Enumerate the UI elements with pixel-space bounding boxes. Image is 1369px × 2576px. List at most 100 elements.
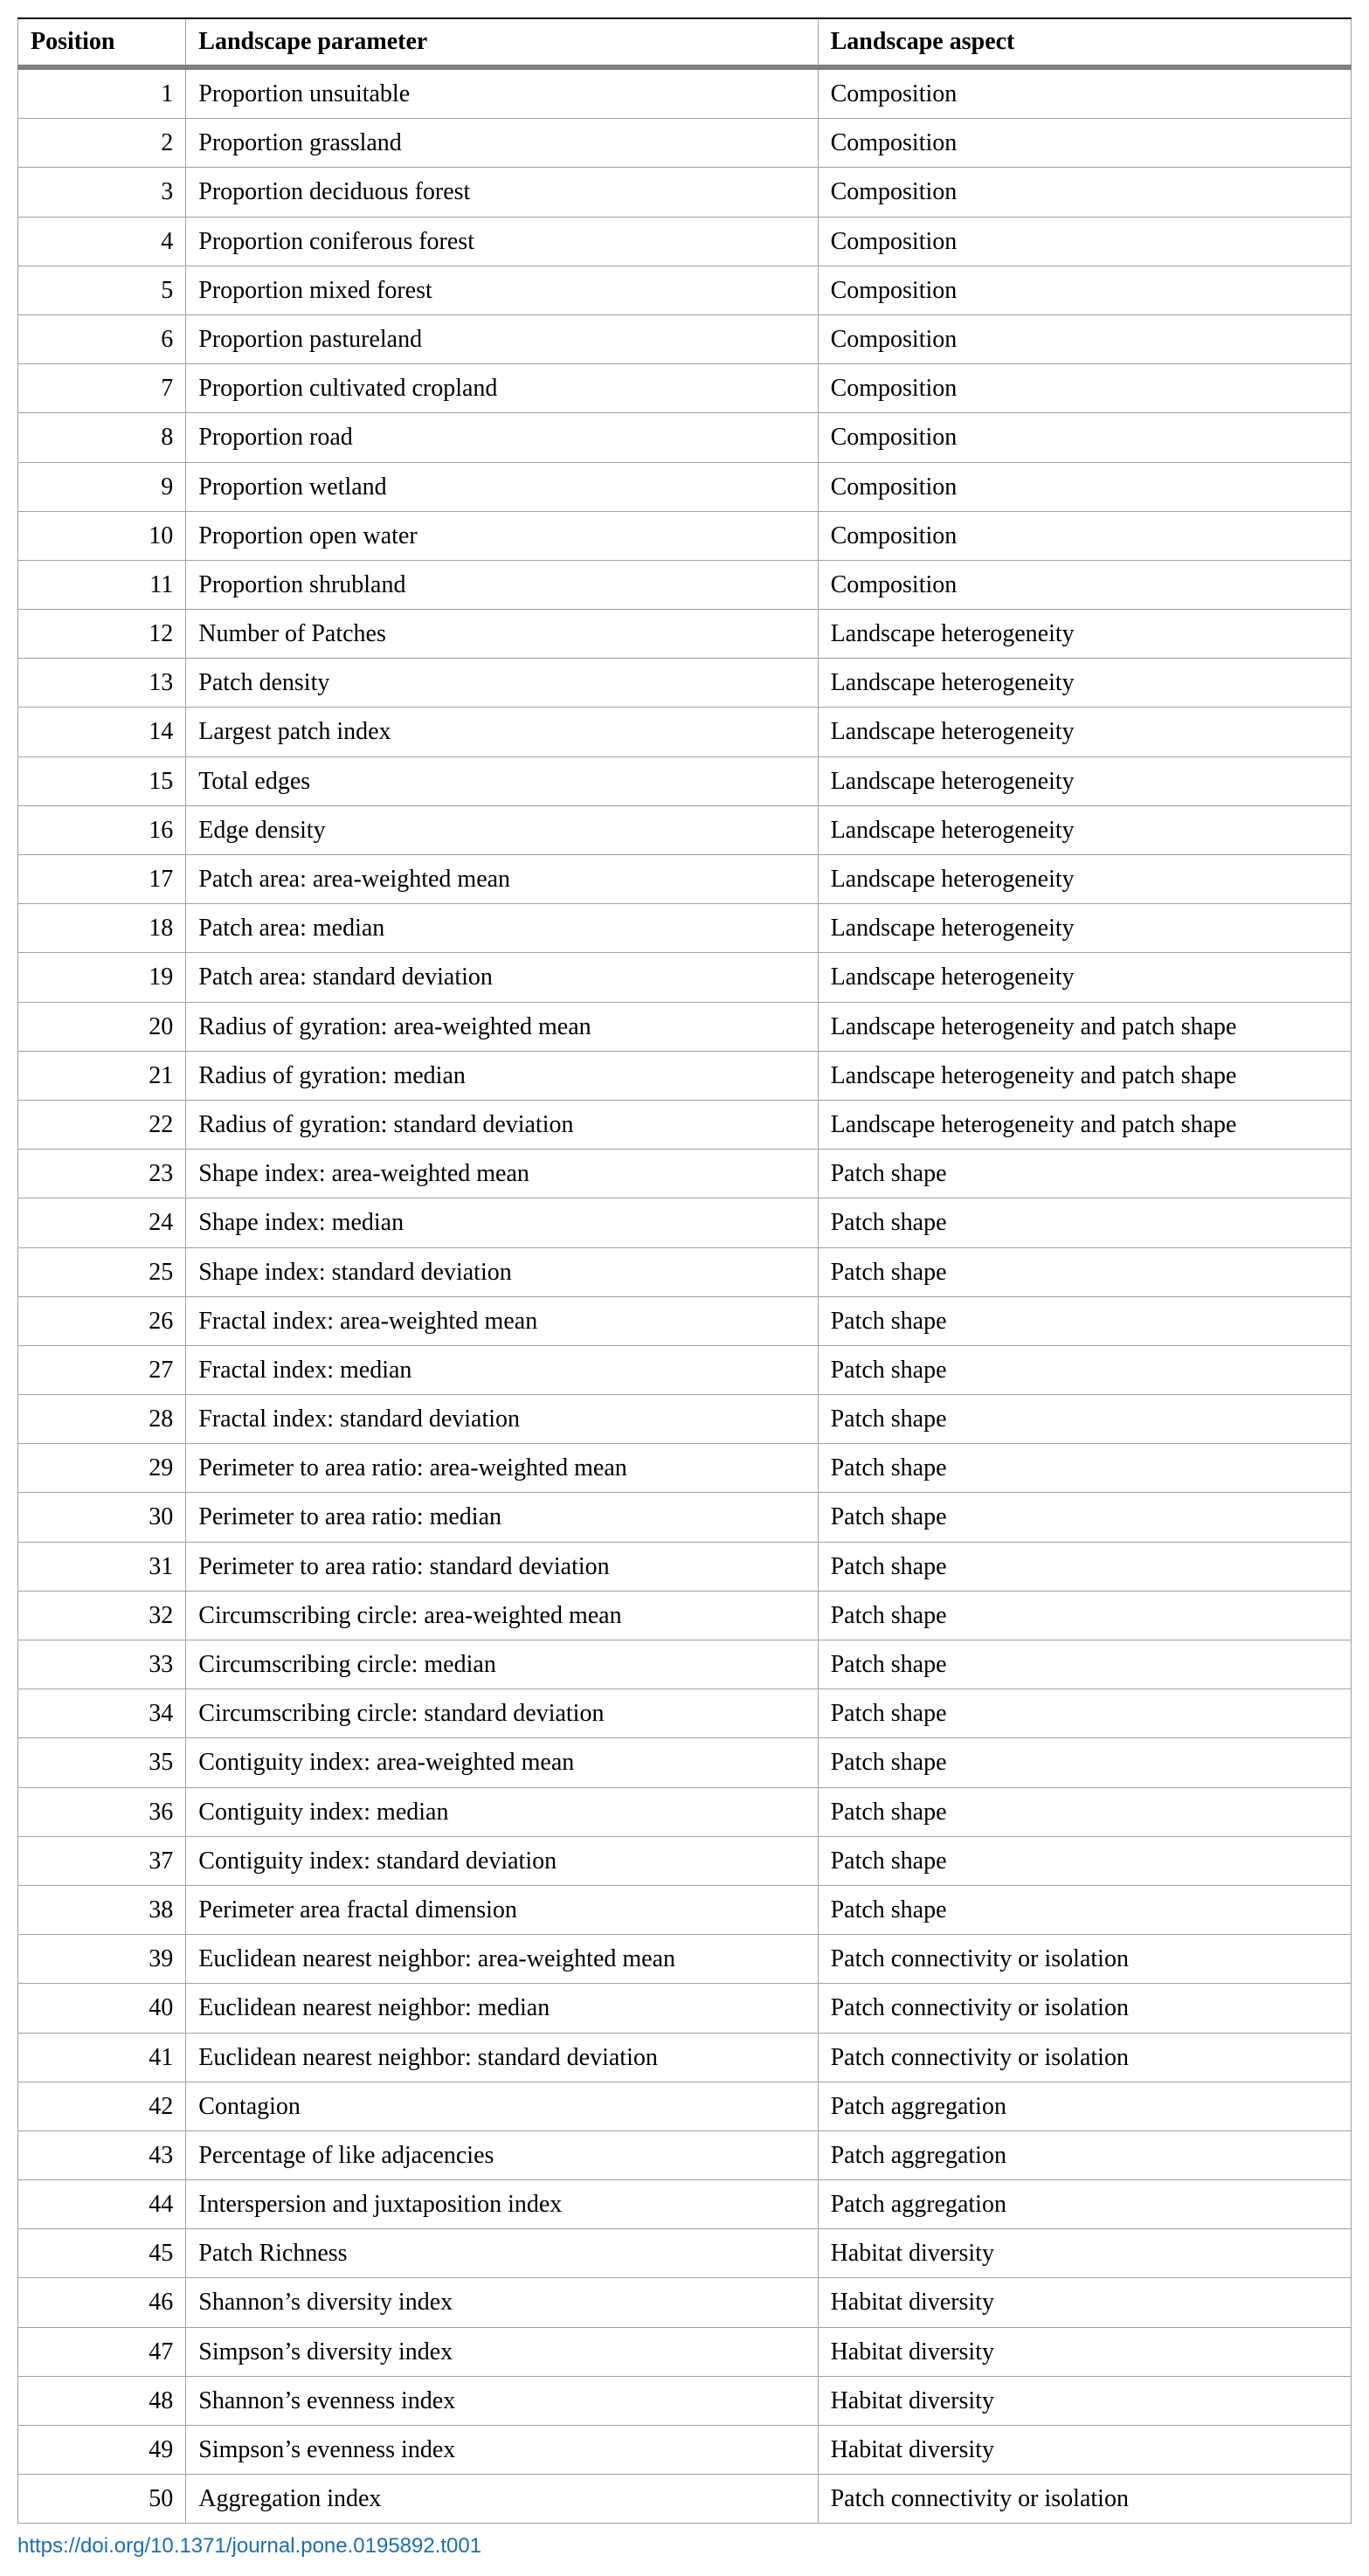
table-row: 19Patch area: standard deviationLandscap… bbox=[18, 953, 1352, 1002]
cell-parameter: Shape index: standard deviation bbox=[186, 1247, 818, 1296]
cell-aspect: Habitat diversity bbox=[818, 2376, 1351, 2425]
cell-parameter: Patch area: median bbox=[186, 904, 818, 953]
cell-aspect: Patch connectivity or isolation bbox=[818, 1935, 1351, 1984]
cell-aspect: Composition bbox=[818, 168, 1351, 217]
cell-position: 37 bbox=[18, 1836, 186, 1885]
cell-parameter: Shannon’s evenness index bbox=[186, 2376, 818, 2425]
doi-link[interactable]: https://doi.org/10.1371/journal.pone.019… bbox=[17, 2534, 481, 2559]
cell-parameter: Perimeter area fractal dimension bbox=[186, 1885, 818, 1934]
table-row: 25Shape index: standard deviationPatch s… bbox=[18, 1247, 1352, 1296]
cell-aspect: Composition bbox=[818, 119, 1351, 168]
cell-parameter: Aggregation index bbox=[186, 2475, 818, 2524]
cell-position: 40 bbox=[18, 1984, 186, 2033]
cell-aspect: Composition bbox=[818, 511, 1351, 560]
cell-position: 20 bbox=[18, 1002, 186, 1051]
cell-parameter: Circumscribing circle: median bbox=[186, 1640, 818, 1689]
cell-position: 2 bbox=[18, 119, 186, 168]
cell-parameter: Euclidean nearest neighbor: area-weighte… bbox=[186, 1935, 818, 1984]
cell-position: 47 bbox=[18, 2327, 186, 2376]
cell-aspect: Patch shape bbox=[818, 1493, 1351, 1542]
cell-parameter: Shannon’s diversity index bbox=[186, 2278, 818, 2327]
cell-position: 38 bbox=[18, 1885, 186, 1934]
cell-position: 9 bbox=[18, 462, 186, 511]
table-row: 16Edge densityLandscape heterogeneity bbox=[18, 805, 1352, 854]
table-row: 1Proportion unsuitableComposition bbox=[18, 67, 1352, 119]
table-row: 10Proportion open waterComposition bbox=[18, 511, 1352, 560]
table-row: 14Largest patch indexLandscape heterogen… bbox=[18, 708, 1352, 756]
cell-parameter: Simpson’s evenness index bbox=[186, 2426, 818, 2475]
cell-position: 28 bbox=[18, 1395, 186, 1444]
cell-aspect: Landscape heterogeneity bbox=[818, 904, 1351, 953]
cell-position: 1 bbox=[18, 67, 186, 119]
cell-aspect: Landscape heterogeneity bbox=[818, 953, 1351, 1002]
cell-parameter: Proportion open water bbox=[186, 511, 818, 560]
cell-aspect: Patch aggregation bbox=[818, 2131, 1351, 2179]
cell-position: 45 bbox=[18, 2229, 186, 2278]
cell-aspect: Composition bbox=[818, 314, 1351, 363]
cell-aspect: Patch shape bbox=[818, 1640, 1351, 1689]
cell-position: 15 bbox=[18, 756, 186, 805]
cell-parameter: Proportion grassland bbox=[186, 119, 818, 168]
cell-position: 23 bbox=[18, 1150, 186, 1198]
table-row: 8Proportion roadComposition bbox=[18, 413, 1352, 462]
cell-aspect: Patch shape bbox=[818, 1689, 1351, 1738]
cell-position: 35 bbox=[18, 1738, 186, 1787]
cell-position: 16 bbox=[18, 805, 186, 854]
cell-aspect: Patch connectivity or isolation bbox=[818, 1984, 1351, 2033]
cell-position: 39 bbox=[18, 1935, 186, 1984]
cell-position: 36 bbox=[18, 1787, 186, 1836]
table-row: 4Proportion coniferous forestComposition bbox=[18, 217, 1352, 266]
cell-position: 8 bbox=[18, 413, 186, 462]
cell-parameter: Contiguity index: standard deviation bbox=[186, 1836, 818, 1885]
cell-aspect: Patch shape bbox=[818, 1247, 1351, 1296]
table-row: 24Shape index: medianPatch shape bbox=[18, 1198, 1352, 1247]
cell-position: 29 bbox=[18, 1444, 186, 1493]
cell-position: 26 bbox=[18, 1296, 186, 1345]
cell-aspect: Patch connectivity or isolation bbox=[818, 2033, 1351, 2082]
cell-parameter: Total edges bbox=[186, 756, 818, 805]
cell-aspect: Landscape heterogeneity bbox=[818, 855, 1351, 904]
table-row: 48Shannon’s evenness indexHabitat divers… bbox=[18, 2376, 1352, 2425]
table-row: 31Perimeter to area ratio: standard devi… bbox=[18, 1542, 1352, 1591]
cell-parameter: Fractal index: standard deviation bbox=[186, 1395, 818, 1444]
cell-parameter: Simpson’s diversity index bbox=[186, 2327, 818, 2376]
cell-parameter: Proportion coniferous forest bbox=[186, 217, 818, 266]
table-row: 39Euclidean nearest neighbor: area-weigh… bbox=[18, 1935, 1352, 1984]
cell-aspect: Landscape heterogeneity and patch shape bbox=[818, 1100, 1351, 1149]
table-row: 12Number of PatchesLandscape heterogenei… bbox=[18, 610, 1352, 659]
cell-parameter: Patch area: standard deviation bbox=[186, 953, 818, 1002]
cell-aspect: Patch aggregation bbox=[818, 2180, 1351, 2229]
cell-aspect: Patch shape bbox=[818, 1738, 1351, 1787]
cell-position: 14 bbox=[18, 708, 186, 756]
cell-position: 4 bbox=[18, 217, 186, 266]
cell-position: 21 bbox=[18, 1051, 186, 1100]
table-row: 7Proportion cultivated croplandCompositi… bbox=[18, 364, 1352, 413]
cell-aspect: Landscape heterogeneity bbox=[818, 756, 1351, 805]
cell-aspect: Patch shape bbox=[818, 1345, 1351, 1394]
cell-parameter: Proportion deciduous forest bbox=[186, 168, 818, 217]
cell-position: 33 bbox=[18, 1640, 186, 1689]
table-row: 38Perimeter area fractal dimensionPatch … bbox=[18, 1885, 1352, 1934]
table-row: 49Simpson’s evenness indexHabitat divers… bbox=[18, 2426, 1352, 2475]
table-row: 36Contiguity index: medianPatch shape bbox=[18, 1787, 1352, 1836]
cell-parameter: Interspersion and juxtaposition index bbox=[186, 2180, 818, 2229]
table-row: 28Fractal index: standard deviationPatch… bbox=[18, 1395, 1352, 1444]
cell-position: 22 bbox=[18, 1100, 186, 1149]
cell-position: 27 bbox=[18, 1345, 186, 1394]
cell-aspect: Patch shape bbox=[818, 1296, 1351, 1345]
table-row: 37Contiguity index: standard deviationPa… bbox=[18, 1836, 1352, 1885]
cell-position: 46 bbox=[18, 2278, 186, 2327]
cell-parameter: Proportion wetland bbox=[186, 462, 818, 511]
cell-parameter: Shape index: area-weighted mean bbox=[186, 1150, 818, 1198]
table-row: 30Perimeter to area ratio: medianPatch s… bbox=[18, 1493, 1352, 1542]
cell-aspect: Patch shape bbox=[818, 1591, 1351, 1640]
cell-parameter: Patch area: area-weighted mean bbox=[186, 855, 818, 904]
table-row: 23Shape index: area-weighted meanPatch s… bbox=[18, 1150, 1352, 1198]
table-row: 11Proportion shrublandComposition bbox=[18, 560, 1352, 609]
cell-aspect: Composition bbox=[818, 413, 1351, 462]
table-row: 6Proportion pasturelandComposition bbox=[18, 314, 1352, 363]
cell-position: 30 bbox=[18, 1493, 186, 1542]
table-row: 27Fractal index: medianPatch shape bbox=[18, 1345, 1352, 1394]
cell-aspect: Composition bbox=[818, 462, 1351, 511]
table-header: Position Landscape parameter Landscape a… bbox=[18, 18, 1352, 67]
